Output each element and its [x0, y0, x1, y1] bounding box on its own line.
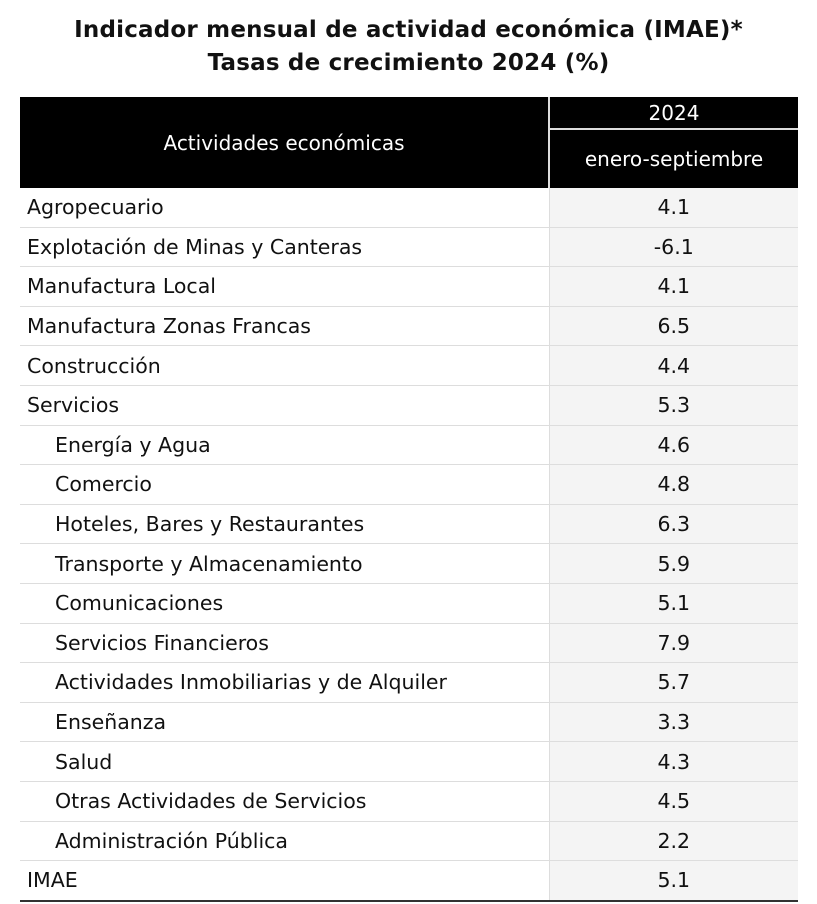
growth-value: 4.6 — [548, 425, 798, 466]
growth-value: 5.7 — [548, 662, 798, 703]
table-row: Administración Pública 2.2 — [20, 821, 798, 862]
table-row: Manufactura Local 4.1 — [20, 266, 798, 307]
activity-name: Manufactura Local — [20, 266, 549, 307]
activity-name: Agropecuario — [20, 188, 549, 228]
activity-name: Comunicaciones — [20, 583, 549, 624]
growth-table: Actividades económicas 2024 enero-septie… — [20, 97, 798, 902]
activity-name: IMAE — [20, 860, 549, 902]
growth-value: 7.9 — [548, 623, 798, 664]
table-row: Enseñanza 3.3 — [20, 702, 798, 743]
title-line-2: Tasas de crecimiento 2024 (%) — [207, 50, 610, 76]
growth-value: 5.1 — [548, 583, 798, 624]
table-row: Otras Actividades de Servicios 4.5 — [20, 781, 798, 822]
growth-value: 4.5 — [548, 781, 798, 822]
growth-value: 4.3 — [548, 741, 798, 782]
table-row: Agropecuario 4.1 — [20, 188, 798, 228]
activity-name: Administración Pública — [20, 821, 549, 862]
growth-value: 4.1 — [548, 188, 798, 228]
activity-name: Comercio — [20, 464, 549, 505]
growth-value: 6.3 — [548, 504, 798, 545]
table-row: Comunicaciones 5.1 — [20, 583, 798, 624]
growth-value: 5.3 — [548, 385, 798, 426]
activity-name: Servicios — [20, 385, 549, 426]
table-row: Transporte y Almacenamiento 5.9 — [20, 543, 798, 584]
table-row: Energía y Agua 4.6 — [20, 425, 798, 466]
activity-name: Salud — [20, 741, 549, 782]
activity-name: Actividades Inmobiliarias y de Alquiler — [20, 662, 549, 703]
header-period: enero-septiembre — [548, 129, 798, 188]
activity-name: Enseñanza — [20, 702, 549, 743]
table-row: Explotación de Minas y Canteras -6.1 — [20, 227, 798, 268]
page-title: Indicador mensual de actividad económica… — [0, 0, 817, 80]
table-row: Hoteles, Bares y Restaurantes 6.3 — [20, 504, 798, 545]
activity-name: Transporte y Almacenamiento — [20, 543, 549, 584]
table-row: Servicios Financieros 7.9 — [20, 623, 798, 664]
growth-value: 4.1 — [548, 266, 798, 307]
table-row: Construcción 4.4 — [20, 345, 798, 386]
table-row: IMAE 5.1 — [20, 860, 798, 902]
activity-name: Servicios Financieros — [20, 623, 549, 664]
activity-name: Otras Actividades de Servicios — [20, 781, 549, 822]
table-row: Actividades Inmobiliarias y de Alquiler 5… — [20, 662, 798, 703]
activity-name: Explotación de Minas y Canteras — [20, 227, 549, 268]
table-row: Manufactura Zonas Francas 6.5 — [20, 306, 798, 347]
growth-value: 2.2 — [548, 821, 798, 862]
growth-value: 4.8 — [548, 464, 798, 505]
table-row: Servicios 5.3 — [20, 385, 798, 426]
growth-value: 3.3 — [548, 702, 798, 743]
table-row: Comercio 4.8 — [20, 464, 798, 505]
table-row: Salud 4.3 — [20, 741, 798, 782]
growth-value: 5.1 — [548, 860, 798, 902]
activity-name: Manufactura Zonas Francas — [20, 306, 549, 347]
growth-value: -6.1 — [548, 227, 798, 268]
title-line-1: Indicador mensual de actividad económica… — [74, 17, 743, 43]
activity-name: Energía y Agua — [20, 425, 549, 466]
activity-name: Hoteles, Bares y Restaurantes — [20, 504, 549, 545]
growth-value: 5.9 — [548, 543, 798, 584]
activity-name: Construcción — [20, 345, 549, 386]
header-year: 2024 — [548, 97, 798, 130]
header-activities: Actividades económicas — [20, 97, 549, 188]
growth-value: 6.5 — [548, 306, 798, 347]
growth-value: 4.4 — [548, 345, 798, 386]
